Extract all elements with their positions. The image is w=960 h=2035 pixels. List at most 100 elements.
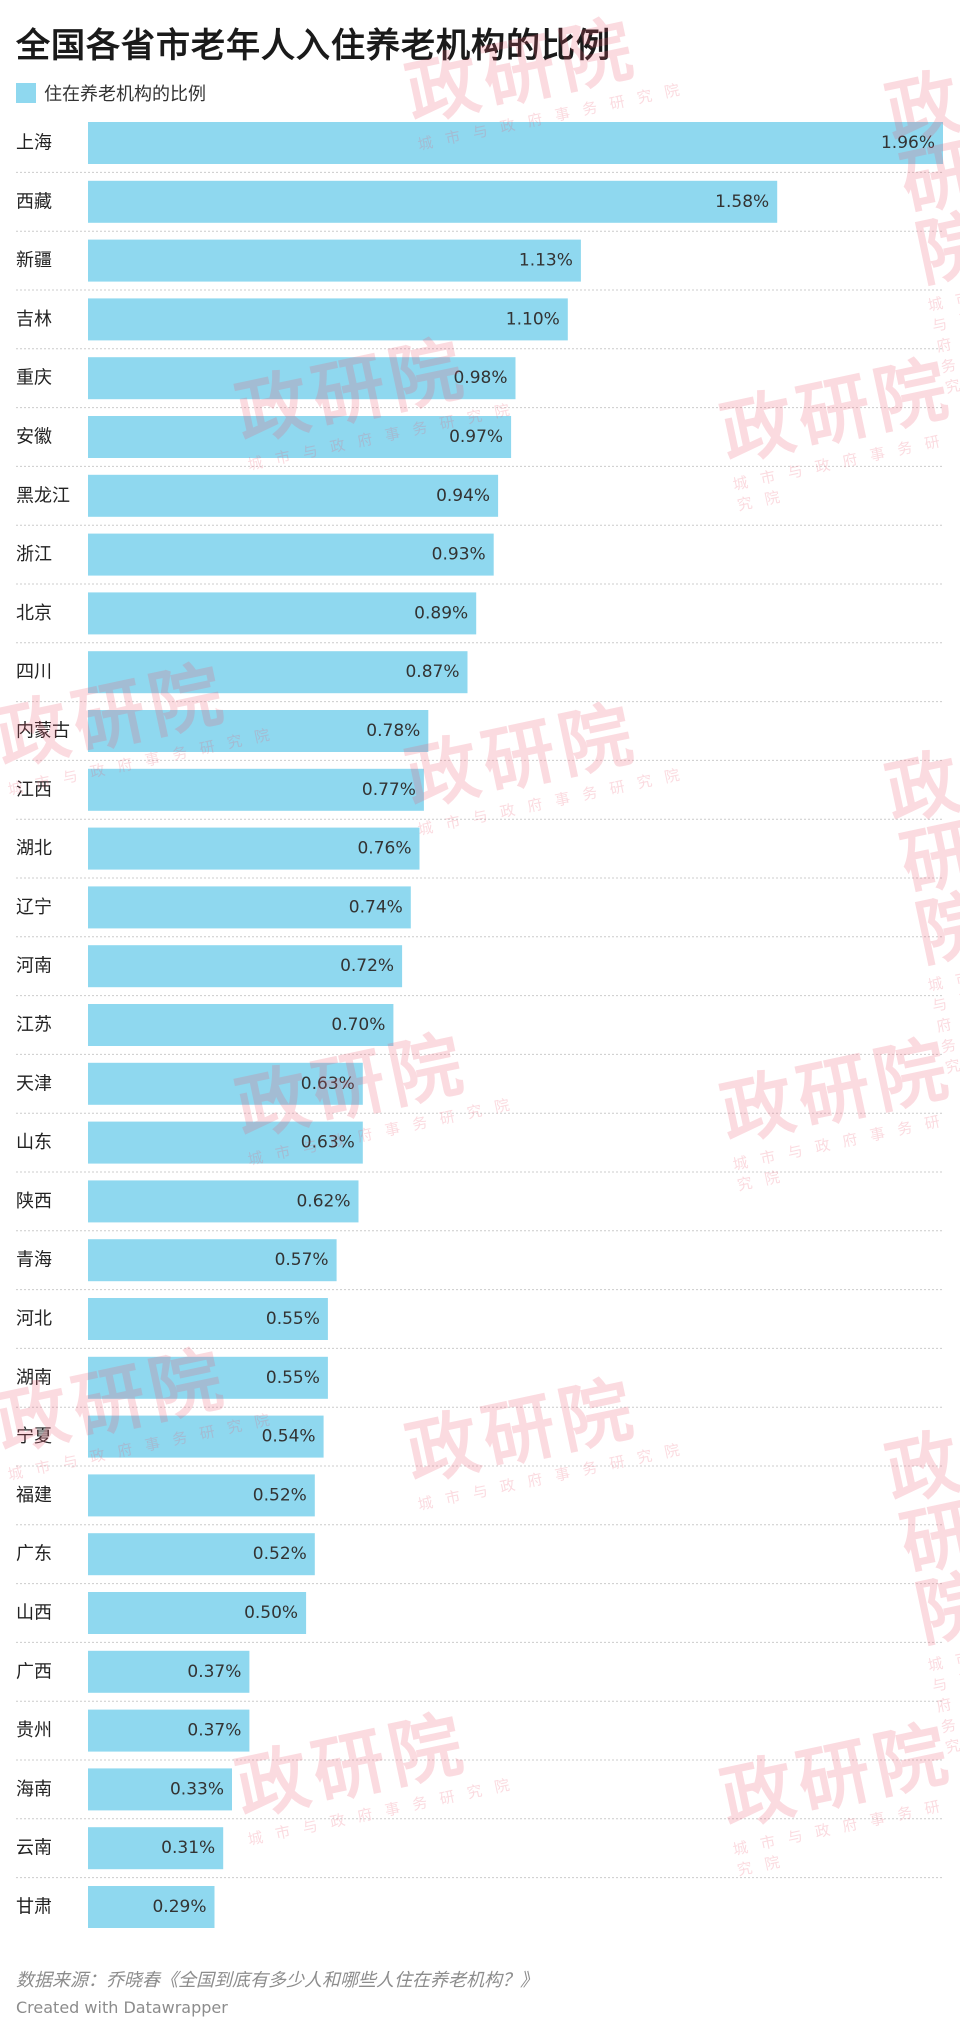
- data-label: 1.96%: [881, 133, 935, 153]
- category-label: 贵州: [16, 1720, 52, 1741]
- data-label: 0.55%: [266, 1368, 320, 1388]
- category-label: 安徽: [16, 427, 52, 448]
- data-label: 0.52%: [253, 1485, 307, 1505]
- category-label: 云南: [16, 1838, 52, 1859]
- bar: [88, 180, 778, 223]
- category-label: 内蒙古: [16, 721, 70, 742]
- legend-label: 住在养老机构的比例: [44, 84, 206, 105]
- data-label: 0.31%: [161, 1838, 215, 1858]
- source-note: 数据来源：乔晓春《全国到底有多少人和哪些人住在养老机构？》: [16, 1970, 538, 1991]
- bar: [88, 239, 581, 282]
- bar: [88, 474, 499, 517]
- category-label: 青海: [16, 1250, 52, 1271]
- bar: [88, 1004, 394, 1046]
- data-label: 0.72%: [340, 956, 394, 976]
- data-label: 1.13%: [519, 251, 573, 271]
- category-label: 广西: [16, 1661, 52, 1682]
- category-label: 重庆: [16, 368, 52, 389]
- bar-chart: 上海 1.96% 西藏 1.58% 新疆 1.13% 吉林 1.10% 重庆 0.98% 安徽 0.9…: [16, 122, 943, 1928]
- data-label: 0.52%: [253, 1544, 307, 1564]
- category-label: 黑龙江: [16, 485, 70, 506]
- bar: [88, 1474, 315, 1517]
- data-label: 0.33%: [170, 1779, 224, 1799]
- data-label: 0.93%: [432, 545, 486, 565]
- legend: 住在养老机构的比例: [16, 80, 206, 106]
- data-label: 0.76%: [357, 839, 411, 859]
- bar: [88, 1062, 363, 1105]
- category-label: 新疆: [16, 250, 52, 271]
- bar: [88, 945, 403, 988]
- data-label: 0.97%: [449, 427, 503, 447]
- category-label: 河南: [16, 956, 52, 977]
- data-label: 1.10%: [506, 309, 560, 329]
- data-label: 0.87%: [405, 662, 459, 682]
- bar: [88, 1592, 307, 1634]
- bar: [88, 1239, 337, 1282]
- data-label: 0.78%: [366, 721, 420, 741]
- data-label: 0.57%: [275, 1250, 329, 1270]
- category-label: 山西: [16, 1603, 52, 1624]
- category-label: 江西: [16, 779, 52, 800]
- data-label: 0.50%: [244, 1603, 298, 1623]
- category-label: 广东: [16, 1544, 52, 1565]
- bar: [88, 1180, 359, 1223]
- bar: [88, 710, 429, 752]
- category-label: 上海: [16, 133, 52, 154]
- data-label: 0.54%: [262, 1427, 316, 1447]
- category-label: 福建: [16, 1485, 52, 1506]
- bar: [88, 122, 943, 164]
- data-label: 0.63%: [301, 1074, 355, 1094]
- bar: [88, 357, 516, 400]
- bar: [88, 416, 512, 458]
- data-label: 0.98%: [453, 368, 507, 388]
- bar: [88, 827, 420, 870]
- category-label: 河北: [16, 1309, 52, 1330]
- category-label: 西藏: [16, 191, 52, 212]
- category-label: 辽宁: [16, 897, 52, 918]
- data-label: 0.29%: [152, 1897, 206, 1917]
- data-label: 0.37%: [187, 1662, 241, 1682]
- bar: [88, 1768, 232, 1811]
- category-label: 陕西: [16, 1191, 52, 1212]
- category-label: 四川: [16, 662, 52, 683]
- credit-note: Created with Datawrapper: [16, 1998, 228, 2017]
- data-label: 0.63%: [301, 1133, 355, 1153]
- bar: [88, 651, 468, 694]
- category-label: 湖南: [16, 1367, 52, 1388]
- category-label: 海南: [16, 1779, 52, 1800]
- bar: [88, 298, 568, 341]
- category-label: 宁夏: [16, 1426, 52, 1447]
- data-label: 0.55%: [266, 1309, 320, 1329]
- chart-title: 全国各省市老年人入住养老机构的比例: [16, 26, 611, 66]
- legend-swatch: [16, 83, 36, 103]
- category-label: 江苏: [16, 1015, 52, 1036]
- bar: [88, 1650, 250, 1693]
- category-label: 浙江: [16, 544, 52, 565]
- category-label: 甘肃: [16, 1897, 52, 1918]
- bar: [88, 592, 477, 635]
- bar: [88, 1533, 315, 1576]
- data-label: 0.62%: [296, 1191, 350, 1211]
- bar: [88, 1121, 363, 1164]
- bar: [88, 1298, 328, 1340]
- data-label: 1.58%: [715, 192, 769, 212]
- bar: [88, 768, 424, 811]
- data-label: 0.94%: [436, 486, 490, 506]
- category-label: 北京: [16, 603, 52, 624]
- data-label: 0.37%: [187, 1721, 241, 1741]
- category-label: 吉林: [16, 309, 52, 330]
- category-label: 湖北: [16, 838, 52, 859]
- data-label: 0.89%: [414, 603, 468, 623]
- data-label: 0.70%: [331, 1015, 385, 1035]
- bar: [88, 1356, 328, 1399]
- data-label: 0.74%: [349, 897, 403, 917]
- bar: [88, 1709, 250, 1752]
- category-label: 天津: [16, 1073, 52, 1094]
- bar: [88, 1415, 324, 1458]
- bar: [88, 533, 494, 576]
- category-label: 山东: [16, 1132, 52, 1153]
- data-label: 0.77%: [362, 780, 416, 800]
- bar: [88, 886, 411, 929]
- bar: [88, 1827, 224, 1870]
- bar: [88, 1886, 215, 1928]
